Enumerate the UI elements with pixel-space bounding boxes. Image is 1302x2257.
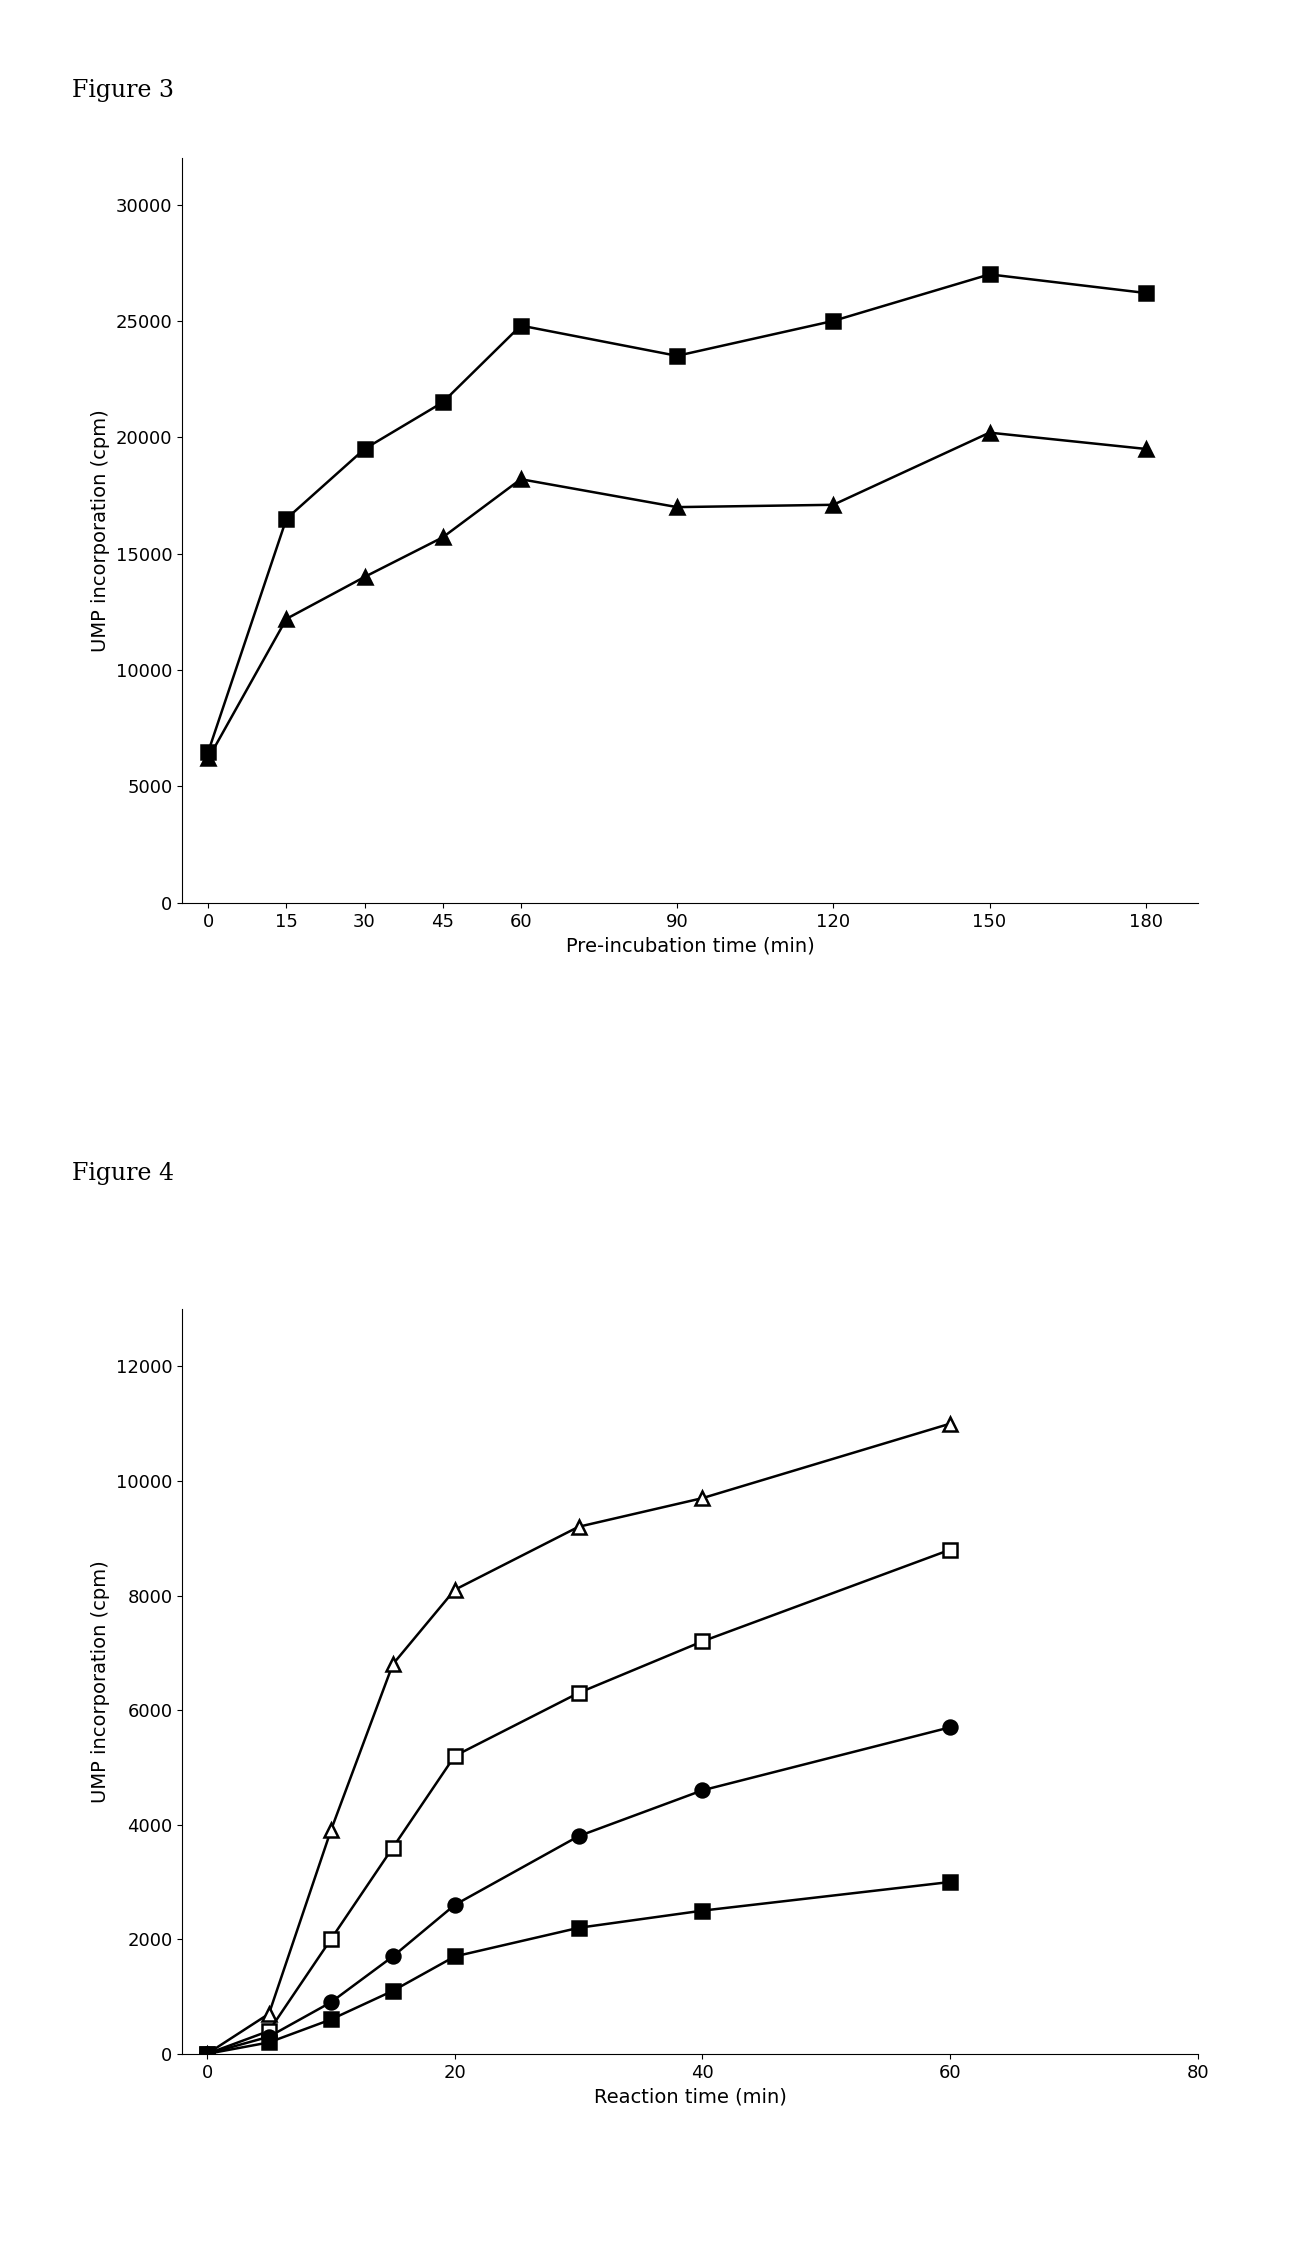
Text: Figure 4: Figure 4 xyxy=(72,1162,173,1185)
X-axis label: Pre-incubation time (min): Pre-incubation time (min) xyxy=(565,937,815,955)
Y-axis label: UMP incorporation (cpm): UMP incorporation (cpm) xyxy=(91,409,111,652)
X-axis label: Reaction time (min): Reaction time (min) xyxy=(594,2088,786,2106)
Text: Figure 3: Figure 3 xyxy=(72,79,173,102)
Y-axis label: UMP incorporation (cpm): UMP incorporation (cpm) xyxy=(91,1560,111,1803)
